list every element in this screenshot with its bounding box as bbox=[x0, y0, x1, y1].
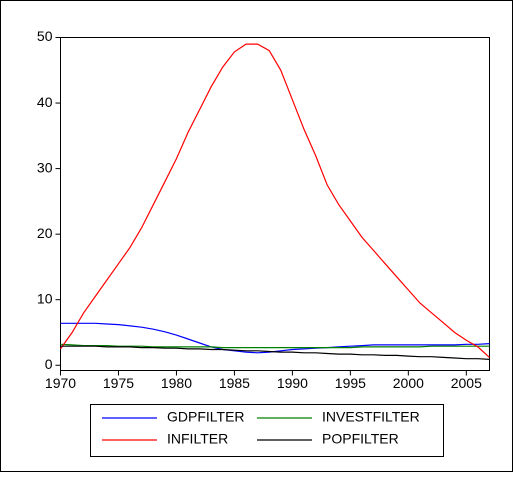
x-tick-label: 1980 bbox=[161, 375, 192, 391]
x-tick-label: 2005 bbox=[451, 375, 482, 391]
series-line bbox=[60, 343, 490, 349]
legend-label: INVESTFILTER bbox=[322, 409, 420, 425]
legend-label: INFILTER bbox=[167, 431, 228, 447]
y-tick-label: 30 bbox=[37, 159, 53, 175]
series-line bbox=[60, 43, 490, 358]
x-tick-label: 1970 bbox=[45, 375, 76, 391]
legend bbox=[90, 404, 444, 457]
y-tick-label: 40 bbox=[37, 94, 53, 110]
x-tick-label: 1995 bbox=[335, 375, 366, 391]
series-line bbox=[60, 345, 490, 360]
x-tick-label: 2000 bbox=[393, 375, 424, 391]
x-tick-label: 1975 bbox=[103, 375, 134, 391]
y-tick-label: 50 bbox=[37, 28, 53, 44]
legend-label: POPFILTER bbox=[322, 431, 399, 447]
y-tick-label: 10 bbox=[37, 290, 53, 306]
x-tick-label: 1990 bbox=[277, 375, 308, 391]
legend-label: GDPFILTER bbox=[167, 409, 245, 425]
y-tick-label: 0 bbox=[45, 356, 53, 372]
x-tick-label: 1985 bbox=[219, 375, 250, 391]
plot-area bbox=[60, 37, 490, 371]
y-tick-label: 20 bbox=[37, 225, 53, 241]
